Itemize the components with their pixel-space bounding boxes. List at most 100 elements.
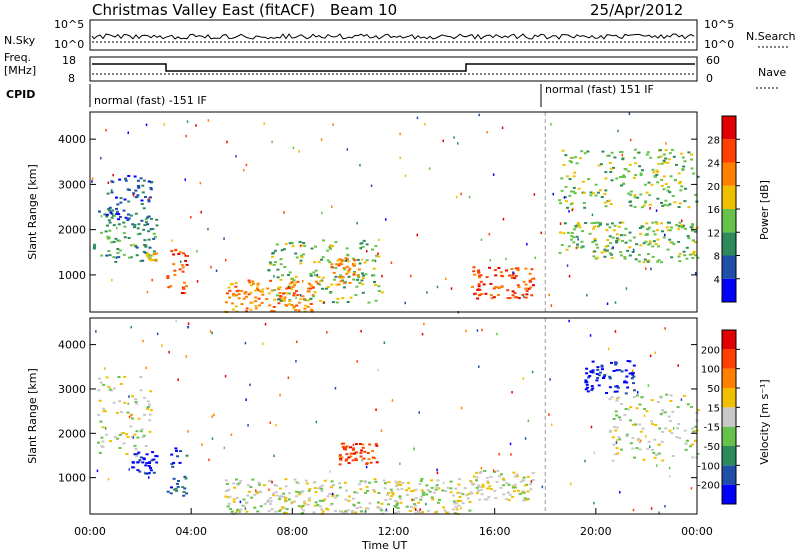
- heatmap-cell-f4: [250, 301, 254, 304]
- heatmap-cell-f4: [249, 291, 253, 294]
- heatmap-cell-f9: [654, 243, 658, 245]
- heatmap-cell-f7: [677, 423, 681, 426]
- heatmap-cell-f7: [665, 393, 669, 396]
- heatmap-cell-f5: [331, 301, 335, 304]
- heatmap-cell-f4: [354, 457, 358, 460]
- heatmap-cell-f5: [502, 478, 505, 481]
- heatmap-cell-f8: [581, 180, 585, 183]
- heatmap-noise-cell: [511, 391, 513, 394]
- heatmap-cell-f2: [185, 492, 189, 495]
- freq-label-line1: Freq.: [4, 51, 31, 64]
- heatmap-cell-f3: [226, 496, 230, 499]
- heatmap-cell-f3: [245, 510, 249, 513]
- heatmap-noise-cell: [296, 340, 298, 344]
- heatmap-cell-f7: [620, 403, 624, 405]
- heatmap-cell-f0: [123, 225, 127, 228]
- heatmap-cell-f9: [626, 249, 630, 252]
- heatmap-cell-f3: [312, 511, 316, 514]
- heatmap-cell-f3: [268, 497, 272, 500]
- heatmap-cell-f1: [148, 461, 152, 464]
- heatmap-cell-f5: [478, 485, 482, 488]
- heatmap-cell-f5: [298, 241, 302, 243]
- heatmap-cell-f0: [117, 256, 121, 259]
- heatmap-cell-f3: [297, 505, 301, 508]
- noise-trace: [91, 33, 695, 43]
- heatmap-noise-cell: [331, 205, 333, 208]
- heatmap-cell-f4: [254, 307, 258, 310]
- heatmap-cell-f4: [308, 287, 312, 290]
- heatmap-cell-f7: [513, 277, 517, 280]
- heatmap-cell-f6: [590, 371, 593, 373]
- heatmap-cell-f5: [518, 493, 522, 496]
- heatmap-cell-f0: [152, 232, 156, 235]
- heatmap-cell-f0: [143, 224, 147, 227]
- heatmap-cell-f0: [113, 436, 117, 439]
- heatmap-noise-cell: [492, 469, 495, 472]
- heatmap-cell-f4: [261, 288, 265, 291]
- heatmap-cell-f8: [675, 163, 678, 166]
- heatmap-cell-f8: [560, 189, 564, 192]
- heatmap-noise-cell: [275, 423, 277, 427]
- heatmap-cell-f1: [105, 215, 109, 218]
- heatmap-cell-f3: [253, 506, 257, 509]
- heatmap-cell-f3: [247, 484, 250, 487]
- heatmap-cell-f9: [638, 227, 642, 229]
- heatmap-cell-f6: [620, 370, 624, 373]
- heatmap-cell-f7: [615, 447, 619, 450]
- heatmap-cell-f9: [692, 251, 696, 254]
- heatmap-cell-f8: [659, 155, 663, 158]
- heatmap-cell-f5: [523, 484, 527, 487]
- heatmap-cell-f1: [145, 462, 149, 465]
- freq-tick-high: 18: [62, 54, 76, 67]
- heatmap-cell-f3: [318, 499, 322, 502]
- heatmap-cell-f3: [284, 512, 288, 514]
- heatmap-cell-f9: [691, 224, 694, 227]
- heatmap-cell-f7: [521, 293, 525, 296]
- heatmap-cell-f5: [332, 278, 336, 281]
- heatmap-cell-f9: [646, 260, 650, 263]
- heatmap-cell-f5: [360, 279, 364, 282]
- heatmap-cell-f6: [614, 363, 618, 366]
- heatmap-cell-f4: [349, 452, 353, 455]
- heatmap-noise-cell: [151, 278, 153, 282]
- heatmap-cell-f9: [692, 250, 696, 253]
- heatmap-cell-f0: [148, 419, 152, 422]
- heatmap-noise-cell: [143, 471, 146, 475]
- heatmap-cell-f7: [511, 274, 515, 277]
- heatmap-noise-cell: [104, 367, 106, 370]
- heatmap-cell-f1: [135, 453, 139, 456]
- heatmap-cell-f0: [116, 248, 120, 250]
- heatmap-cell-f4: [295, 304, 299, 307]
- heatmap-cell-f9: [565, 248, 569, 251]
- heatmap-cell-f7: [615, 414, 619, 417]
- heatmap-cell-f9: [682, 224, 686, 227]
- heatmap-cell-f5: [522, 491, 526, 494]
- freq-panel: Freq. [MHz] 18 8 60 0 Nave: [4, 51, 786, 89]
- heatmap-cell-f4: [349, 455, 353, 458]
- heatmap-cell-f7: [659, 413, 663, 416]
- heatmap-cell-f8: [656, 197, 660, 200]
- heatmap-cell-f5: [361, 283, 365, 286]
- heatmap-cell-f0: [155, 224, 159, 227]
- heatmap-cell-f8: [648, 203, 652, 206]
- heatmap-noise-cell: [617, 129, 619, 133]
- heatmap-cell-f3: [394, 505, 398, 508]
- heatmap-cell-f4: [338, 454, 342, 457]
- heatmap-cell-f6: [585, 383, 589, 386]
- heatmap-cell-f4: [309, 308, 313, 311]
- heatmap-cell-f6: [614, 361, 618, 364]
- heatmap-cell-f3: [380, 502, 384, 505]
- heatmap-cell-f0: [122, 442, 126, 445]
- heatmap-noise-cell: [677, 364, 679, 367]
- beam-label: Beam 10: [330, 1, 397, 19]
- heatmap-cell-f9: [678, 221, 682, 224]
- heatmap-cell-f1: [141, 191, 145, 194]
- heatmap-cell-f3: [452, 500, 456, 503]
- heatmap-cell-f9: [576, 243, 579, 246]
- heatmap-noise-cell: [391, 399, 394, 402]
- heatmap-cell-f3: [313, 487, 317, 490]
- heatmap-cell-f8: [612, 166, 615, 169]
- heatmap-cell-f3: [459, 499, 462, 502]
- heatmap-cell-f0: [93, 243, 97, 246]
